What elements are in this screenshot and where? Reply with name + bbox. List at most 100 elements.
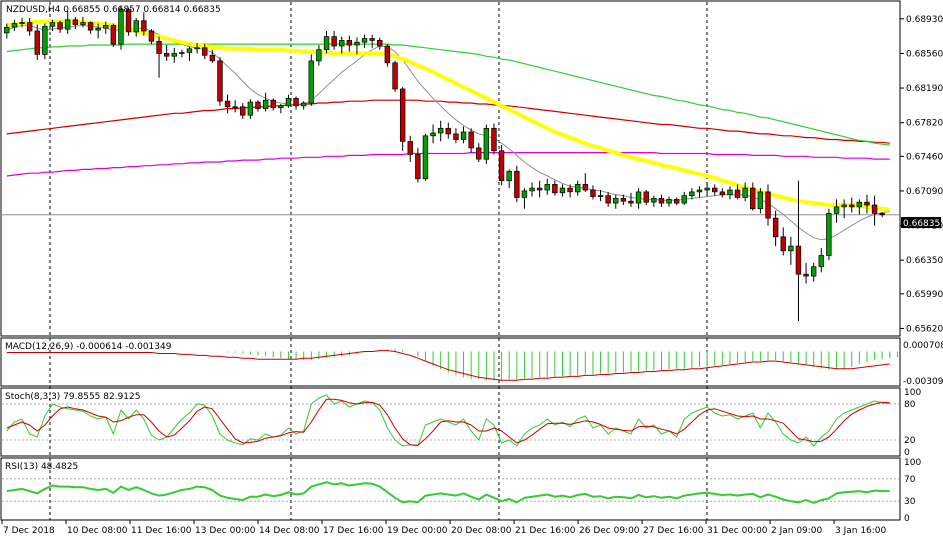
candle-body — [26, 22, 33, 32]
candle-body — [689, 191, 695, 196]
price-tick-label: 0.65620 — [906, 325, 943, 335]
time-tick-label: 31 Dec 00:00 — [707, 526, 768, 536]
candle — [605, 191, 611, 207]
candle-body — [323, 36, 330, 51]
candle-body — [727, 189, 733, 196]
rsi-panel-frame — [0, 457, 901, 521]
candle — [833, 199, 840, 223]
candle — [468, 128, 474, 153]
candle — [818, 248, 824, 273]
candle — [673, 197, 680, 205]
candle — [476, 143, 482, 162]
candle — [536, 180, 543, 198]
candle — [133, 17, 139, 37]
candle-body — [186, 48, 193, 53]
candle — [407, 135, 413, 162]
main-price-axis: 0.68930 0.68560 0.68190 0.67820 0.67460 0.670… — [900, 15, 943, 335]
candle-body — [803, 273, 809, 277]
candle-body — [666, 199, 672, 204]
candle-body — [57, 22, 63, 30]
candle-body — [673, 199, 680, 204]
candlesticks — [4, 5, 885, 321]
candle-body — [559, 187, 566, 194]
candle — [772, 210, 779, 247]
candle — [727, 186, 733, 200]
candle — [346, 35, 353, 52]
candle-body — [80, 22, 86, 25]
candle-body — [308, 60, 314, 104]
candle-body — [240, 106, 246, 116]
candle-body — [179, 52, 185, 54]
stoch-signal-line — [6, 398, 890, 446]
candle-body — [635, 191, 642, 204]
candle — [384, 44, 391, 67]
candle-body — [156, 40, 162, 54]
current-price-label: 0.66835 — [903, 219, 940, 229]
candle — [529, 182, 535, 197]
candle — [255, 100, 261, 112]
candle — [445, 122, 451, 139]
candle — [719, 188, 726, 198]
candle-body — [742, 187, 748, 198]
candle-body — [849, 204, 855, 208]
candle — [240, 103, 246, 119]
candle — [278, 103, 284, 114]
candle-body — [148, 30, 155, 42]
candle — [369, 34, 375, 48]
price-tick-label: 0.67820 — [906, 119, 943, 129]
candle — [141, 12, 147, 36]
macd-header: MACD(12,26,9) -0.000614 -0.001349 — [5, 342, 172, 352]
macd-plot: 0.000708 -0.003099 — [6, 341, 943, 387]
candle-body — [658, 198, 665, 204]
candle-body — [270, 99, 276, 109]
candle — [460, 126, 467, 144]
candle — [810, 262, 817, 282]
candle — [232, 100, 238, 113]
price-tick-label: 0.68560 — [906, 49, 943, 59]
candle-body — [536, 187, 543, 191]
candle — [651, 195, 657, 207]
candle — [415, 147, 421, 183]
macd-panel-frame — [0, 337, 901, 387]
ma-magenta-line — [6, 152, 890, 177]
candle — [125, 7, 132, 36]
time-tick-label: 20 Dec 08:00 — [451, 526, 512, 536]
candle — [841, 199, 847, 219]
candle-body — [879, 213, 885, 216]
candle — [643, 190, 649, 205]
stoch-tick-label: 100 — [904, 388, 921, 398]
candle-body — [399, 88, 406, 142]
candle-body — [567, 187, 573, 193]
candle-body — [133, 20, 139, 33]
candle — [521, 188, 528, 209]
time-axis: 7 Dec 2018 10 Dec 08:00 11 Dec 16:00 13 Dec… — [1, 520, 887, 536]
candle — [270, 98, 276, 111]
candle-body — [810, 266, 817, 277]
candle-body — [575, 184, 581, 193]
stoch-panel-frame — [0, 387, 901, 457]
candle — [339, 36, 345, 54]
candle-body — [590, 189, 596, 197]
candle — [163, 45, 170, 61]
candle-body — [818, 255, 824, 268]
candle-body — [491, 127, 497, 152]
candle-body — [871, 204, 878, 214]
candle-body — [765, 191, 771, 219]
candle — [34, 24, 40, 60]
candle-body — [453, 133, 459, 140]
candle — [635, 188, 642, 209]
candle — [765, 184, 771, 226]
candle-body — [415, 154, 421, 180]
rsi-tick-label: 0 — [904, 514, 910, 524]
candle — [864, 194, 870, 214]
candle — [217, 57, 223, 106]
candle-body — [34, 30, 40, 55]
candle-body — [392, 62, 398, 90]
candle-body — [750, 187, 756, 210]
candle-body — [42, 25, 48, 55]
candle — [620, 194, 627, 205]
candle-body — [163, 53, 170, 57]
candle — [110, 23, 117, 47]
candle — [316, 45, 322, 66]
